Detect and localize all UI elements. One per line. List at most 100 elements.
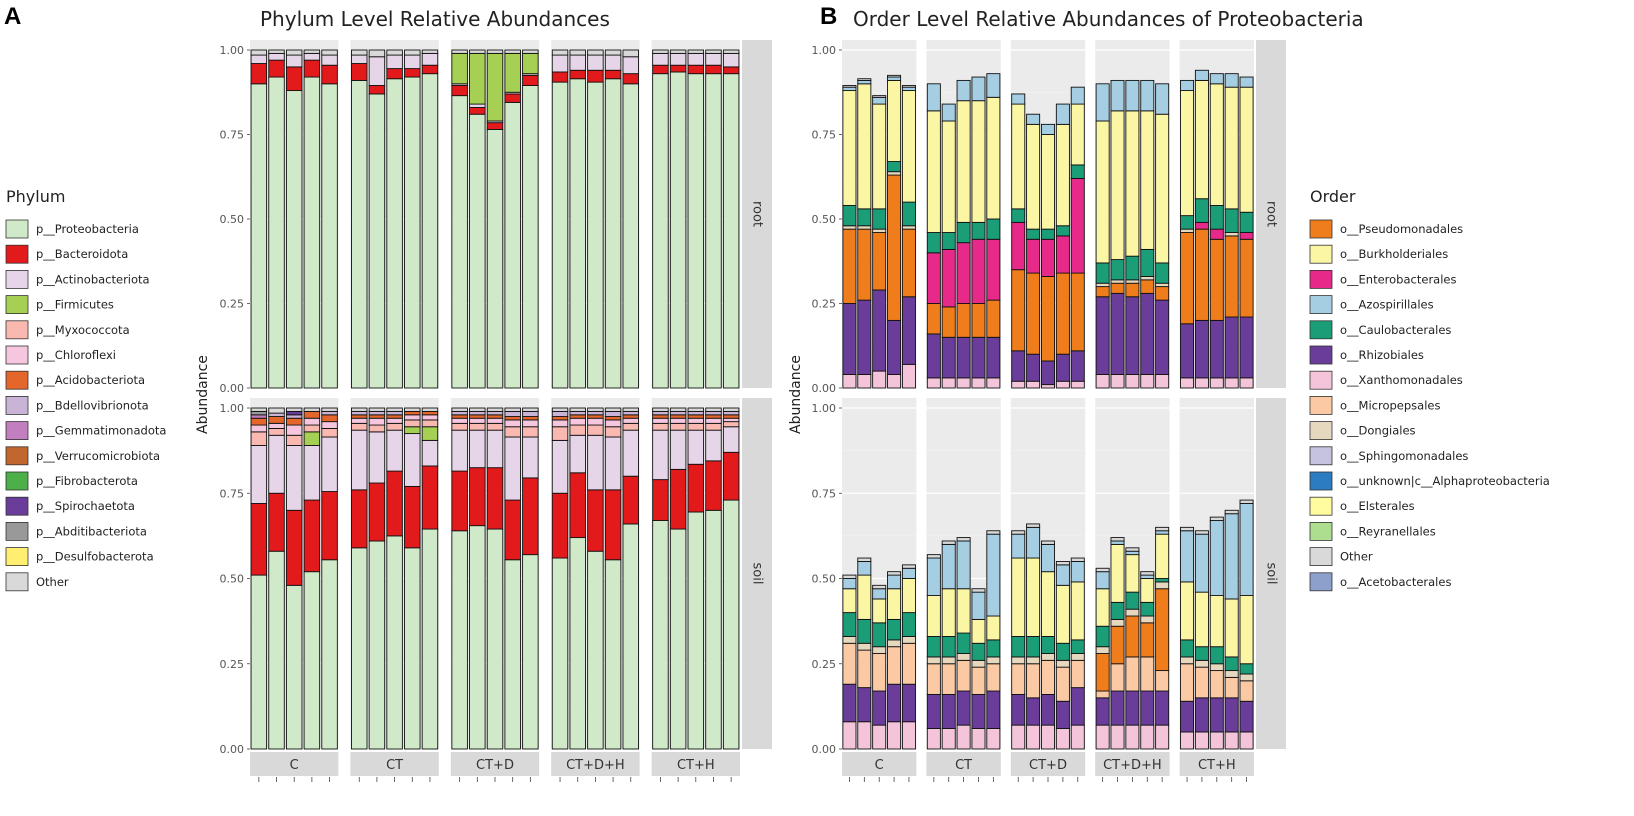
panel-b-chart: Abundance 0.00 0.25 0.50 0.75 1.00 root 0.00 0.2… [788, 40, 1550, 782]
bar-segment-p-proteobacteria [622, 83, 639, 389]
bar-segment-o-azospirillales [941, 543, 956, 590]
bar-segment-p-actinobacteriota [404, 433, 421, 487]
bar-segment-o-dongiales [842, 225, 857, 230]
panel-a-title: Phylum Level Relative Abundances [260, 7, 610, 31]
bar-segment-o-caulobacterales [941, 636, 956, 658]
bar-segment-o-azospirillales [926, 557, 941, 596]
bar-segment-p-bacteroidota [669, 64, 687, 73]
bar-segment-o-micropepsales [1070, 659, 1085, 689]
bar-segment-o-dongiales [1055, 659, 1070, 668]
legend-label: p__Verrucomicrobiota [36, 449, 160, 463]
bar-segment-p-actinobacteriota [652, 52, 669, 66]
bar-segment-p-proteobacteria [321, 559, 338, 750]
bar-segment-o-rhizobiales [1140, 292, 1155, 375]
bar-segment-p-bacteroidota [469, 467, 486, 527]
bar-segment-o-caulobacterales [1140, 601, 1155, 617]
bar-segment-p-chloroflexi [285, 424, 303, 436]
bar-segment-o-rhizobiales [857, 687, 872, 723]
bar-segment-p-bdellovibrionota [622, 410, 639, 416]
bar-segment-p-bacteroidota [451, 85, 468, 97]
bar-segment-p-acidobacteriota [705, 414, 722, 419]
column-strip-ct-d-h [1095, 752, 1170, 776]
bar-segment-p-chloroflexi [250, 424, 268, 433]
bar-segment-o-dongiales [1155, 581, 1170, 590]
legend-label: o__Enterobacterales [1340, 272, 1456, 286]
bar-segment-p-myxococcota [687, 422, 705, 431]
bar-segment-o-azospirillales [901, 86, 916, 92]
bar-segment-other [551, 49, 569, 56]
bar-segment-p-actinobacteriota [486, 429, 504, 469]
bar-segment-o-dongiales [901, 225, 916, 230]
legend-label: o__Caulobacterales [1340, 323, 1451, 337]
bar-segment-p-actinobacteriota [368, 56, 386, 86]
bar-segment-p-bdellovibrionota [285, 414, 303, 419]
bar-segment-p-bdellovibrionota [551, 410, 569, 417]
bar-segment-other [1194, 530, 1209, 535]
legend-label: o__Rhizobiales [1340, 348, 1424, 362]
row-strip-label: root [1264, 201, 1279, 227]
bar-segment-o-caulobacterales [857, 618, 872, 644]
bar-segment-p-bacteroidota [551, 71, 569, 83]
bar-segment-o-caulobacterales [872, 208, 887, 230]
bar-segment-p-bacteroidota [303, 59, 321, 78]
bar-segment-p-bacteroidota [386, 470, 403, 537]
column-strip-c [842, 752, 917, 776]
bar-segment-other [368, 407, 386, 412]
bar-segment-other [268, 49, 285, 54]
bar-segment-p-bacteroidota [368, 482, 386, 542]
bar-segment-p-bacteroidota [250, 503, 268, 576]
bar-segment-other [669, 49, 687, 54]
bar-segment-o-caulobacterales [857, 208, 872, 227]
legend-key-p-abditibacteriota [5, 522, 29, 541]
legend-label: p__Abditibacteriota [36, 524, 147, 538]
bar-segment-p-actinobacteriota [622, 429, 639, 477]
bar-segment-p-proteobacteria [486, 528, 504, 750]
bar-segment-p-actinobacteriota [386, 429, 403, 472]
bar-segment-p-proteobacteria [351, 79, 368, 389]
legend-key-p-gemmatimonadota [5, 421, 29, 441]
bar-segment-p-actinobacteriota [652, 429, 669, 481]
legend-label: o__Dongiales [1340, 424, 1416, 438]
row-strip-label: soil [750, 563, 765, 585]
bar-segment-o-caulobacterales [956, 632, 971, 654]
bar-segment-p-bacteroidota [250, 63, 268, 85]
bar-segment-other [351, 49, 368, 56]
bar-segment-other [1026, 523, 1041, 528]
bar-segment-o-caulobacterales [1070, 164, 1085, 179]
y-tick-label: 0.25 [220, 658, 245, 671]
bar-segment-p-proteobacteria [569, 537, 586, 750]
bar-segment-p-proteobacteria [604, 78, 622, 389]
bar-segment-o-azospirillales [1110, 79, 1125, 112]
bar-segment-p-actinobacteriota [551, 54, 569, 73]
bar-segment-o-burkholderiales [971, 100, 986, 223]
legend-key-other [5, 572, 29, 592]
bar-segment-p-actinobacteriota [250, 445, 268, 504]
bar-segment-other [285, 407, 303, 412]
bar-segment-o-micropepsales [1239, 680, 1254, 702]
bar-segment-o-burkholderiales [986, 96, 1001, 220]
bar-segment-p-actinobacteriota [368, 431, 386, 484]
bar-segment-o-pseudomonadales [1110, 282, 1125, 294]
bar-segment-p-bacteroidota [351, 489, 368, 549]
bar-segment-other [1125, 547, 1140, 552]
legend-key-p-myxococcota [5, 320, 29, 340]
bar-segment-o-dongiales [1026, 656, 1041, 665]
bar-segment-o-pseudomonadales [887, 174, 902, 321]
bar-segment-o-azospirillales [1070, 86, 1085, 105]
bar-segment-o-azospirillales [986, 73, 1001, 98]
bar-segment-o-burkholderiales [1070, 103, 1085, 166]
bar-segment-p-proteobacteria [386, 78, 403, 389]
bar-segment-o-caulobacterales [842, 205, 857, 227]
bar-segment-p-proteobacteria [303, 571, 321, 750]
bar-segment-o-rhizobiales [956, 690, 971, 726]
bar-segment-o-burkholderiales [1239, 595, 1254, 665]
bar-segment-p-proteobacteria [504, 559, 521, 750]
y-tick-label: 1.00 [220, 402, 245, 415]
bar-segment-p-actinobacteriota [687, 52, 705, 66]
bar-segment-o-azospirillales [872, 588, 887, 600]
bar-segment-o-burkholderiales [971, 618, 986, 644]
legend-key-p-bdellovibrionota [5, 395, 29, 415]
bar-segment-other [705, 407, 722, 412]
legend-key-other [1309, 547, 1333, 566]
bar-segment-o-rhizobiales [1180, 700, 1195, 733]
